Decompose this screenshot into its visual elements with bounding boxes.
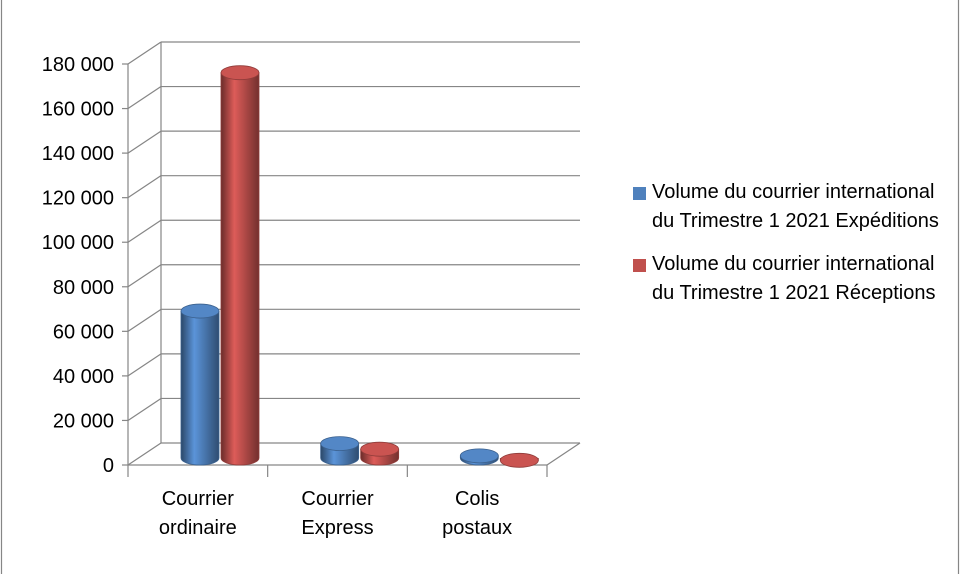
y-tick-label: 180 000 xyxy=(42,54,114,76)
gridline-depth xyxy=(127,219,162,243)
x-category-label: postaux xyxy=(442,517,512,539)
bar-expeditions xyxy=(180,310,220,466)
y-tick-label: 40 000 xyxy=(53,366,114,388)
bar-top-expeditions xyxy=(459,448,499,464)
bar-top-expeditions xyxy=(320,436,360,452)
x-category-label: Courrier xyxy=(162,488,235,510)
gridline-depth xyxy=(127,86,162,110)
y-tick-label: 100 000 xyxy=(42,232,114,254)
legend-label-receptions: Volume du courrier international du Trim… xyxy=(652,253,936,304)
legend-item-receptions: Volume du courrier international du Trim… xyxy=(633,250,953,308)
x-category-label: Express xyxy=(301,517,373,539)
bar-receptions xyxy=(220,72,260,466)
gridline-depth xyxy=(127,264,162,288)
legend-label-expeditions: Volume du courrier international du Trim… xyxy=(652,181,939,232)
gridline-depth xyxy=(127,442,162,466)
y-tick-label: 20 000 xyxy=(53,410,114,432)
bar-top-receptions xyxy=(220,65,260,81)
y-tick-label: 160 000 xyxy=(42,99,114,121)
bar-top-expeditions xyxy=(180,303,220,319)
legend-swatch-expeditions xyxy=(633,187,646,200)
bar-top-receptions xyxy=(499,452,539,468)
gridline-depth xyxy=(127,175,162,199)
floor-right-edge xyxy=(546,442,581,466)
gridline-depth xyxy=(127,397,162,421)
gridline-depth xyxy=(127,353,162,377)
y-tick-label: 0 xyxy=(103,455,114,477)
y-tick-label: 60 000 xyxy=(53,321,114,343)
x-category-label: Courrier xyxy=(301,488,374,510)
y-tick-label: 140 000 xyxy=(42,143,114,165)
bar-top-receptions xyxy=(360,441,400,457)
legend: Volume du courrier international du Trim… xyxy=(633,178,953,322)
gridline-depth xyxy=(127,41,162,65)
legend-item-expeditions: Volume du courrier international du Trim… xyxy=(633,178,953,236)
gridline-depth xyxy=(127,308,162,332)
legend-swatch-receptions xyxy=(633,259,646,272)
y-tick-label: 120 000 xyxy=(42,188,114,210)
gridline-depth xyxy=(127,130,162,154)
x-category-label: ordinaire xyxy=(159,517,237,539)
x-category-label: Colis xyxy=(455,488,499,510)
y-tick-label: 80 000 xyxy=(53,277,114,299)
